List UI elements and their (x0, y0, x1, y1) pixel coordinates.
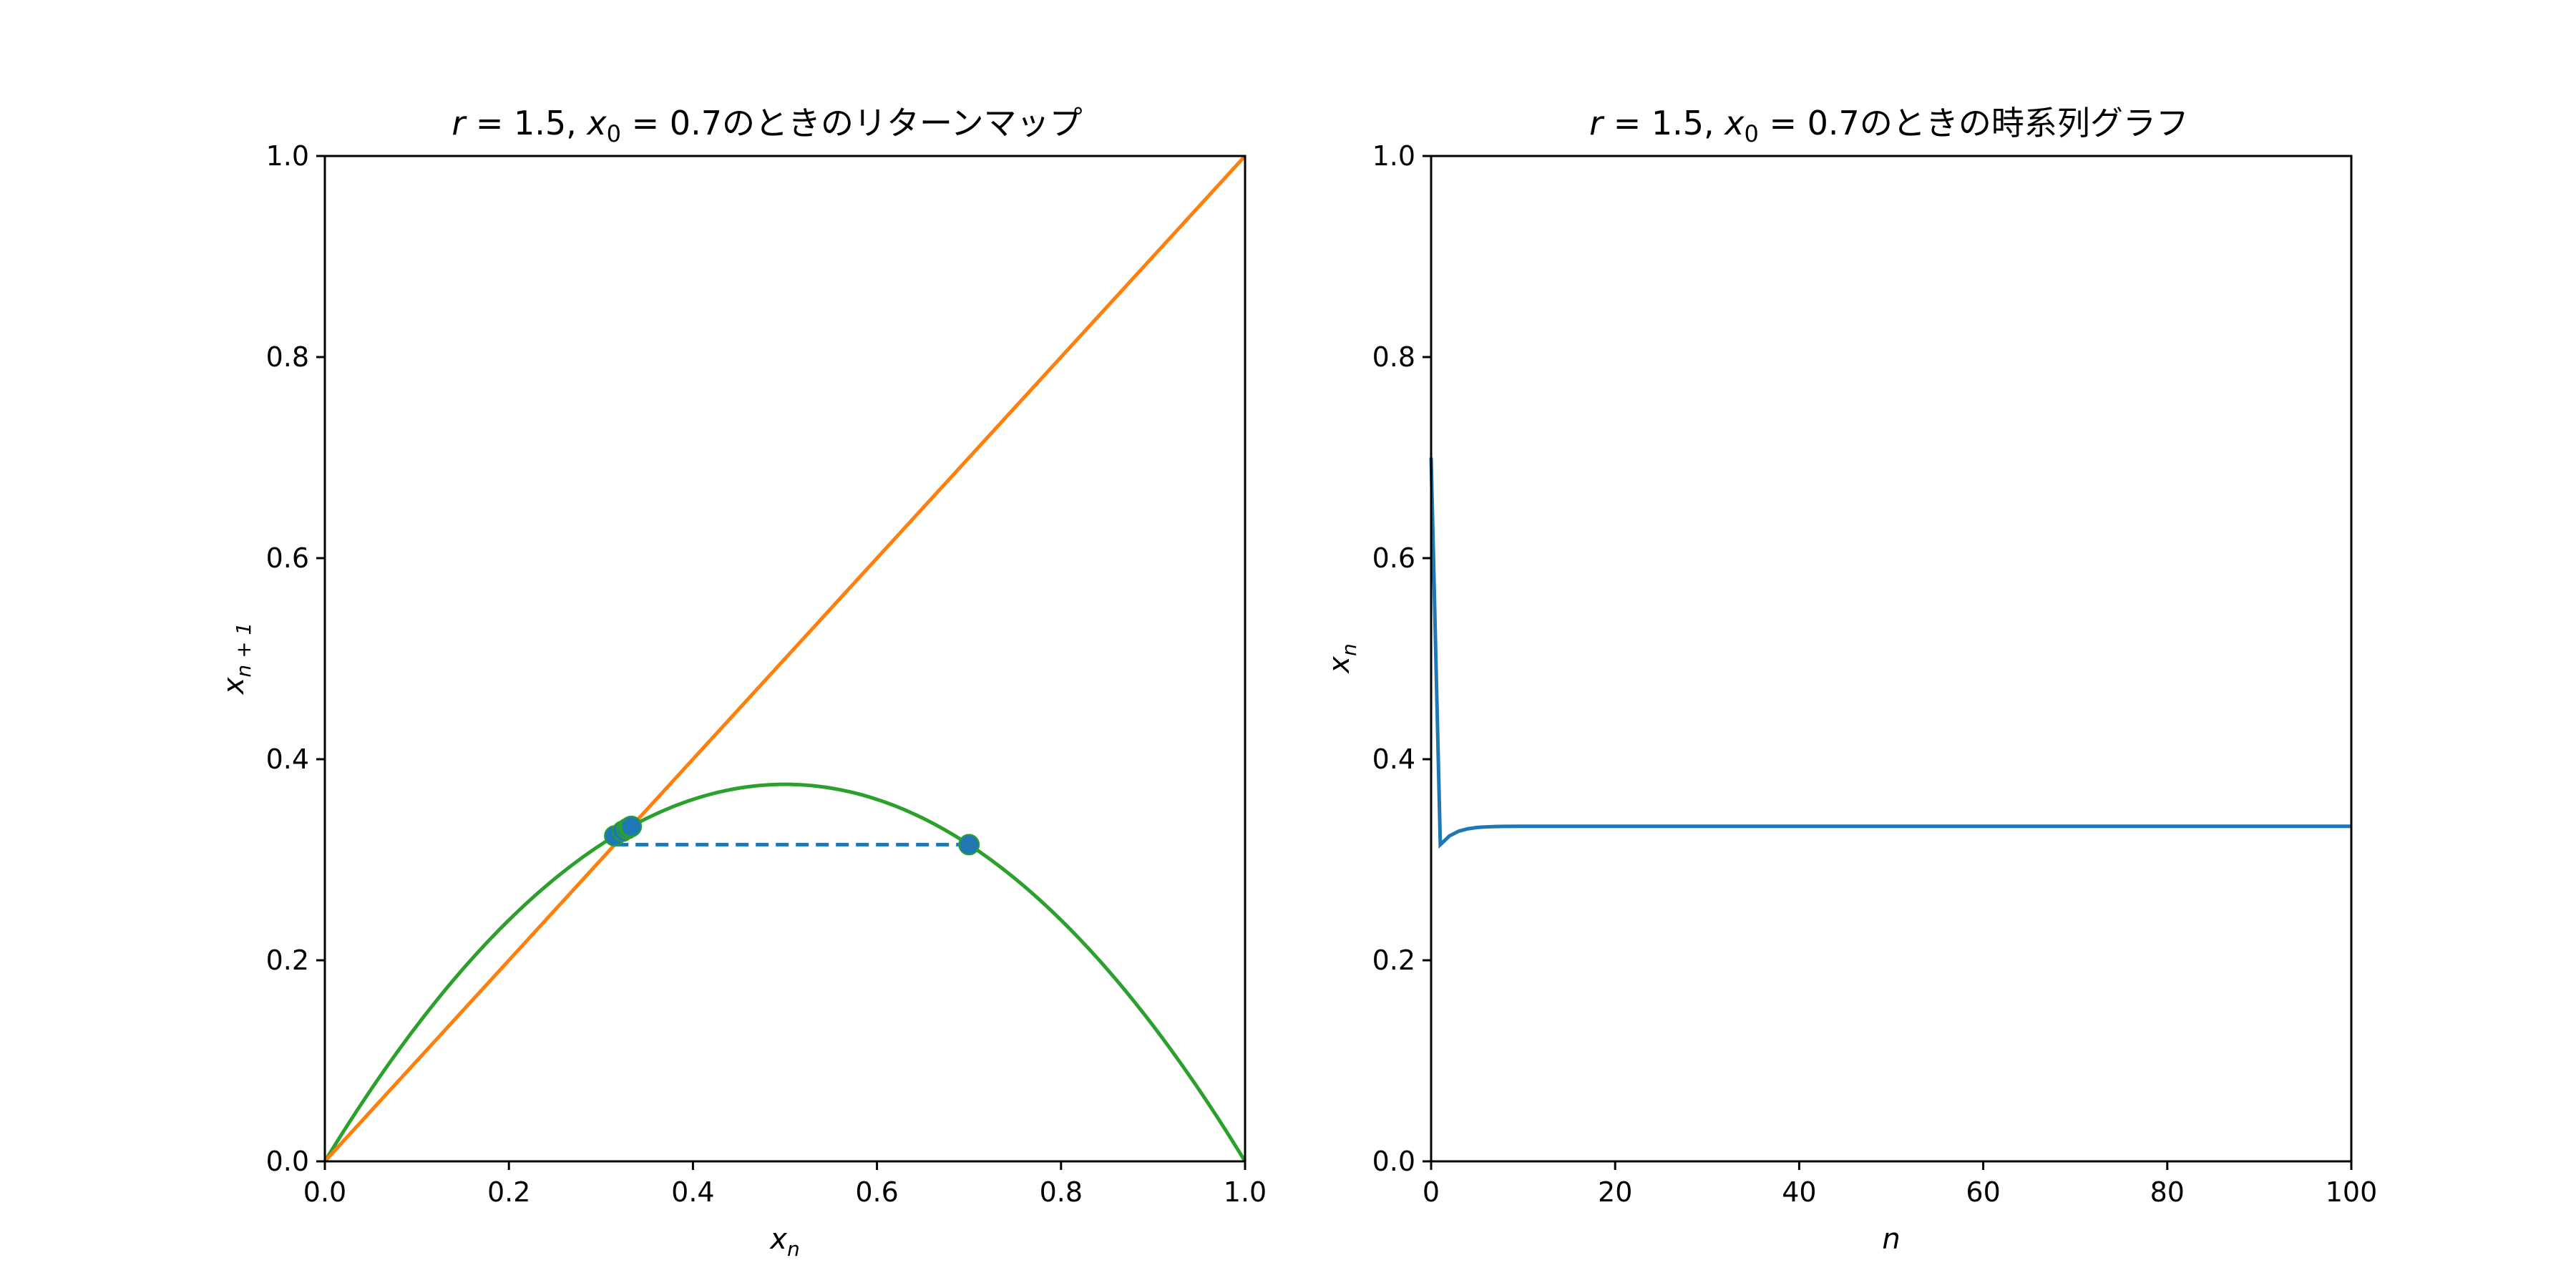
y-tick-label: 1.0 (266, 140, 309, 172)
time-series-frame (1430, 155, 2353, 1163)
identity-diagonal-line (323, 155, 1246, 1163)
return-map-ylabel: xn + 1 (218, 623, 255, 696)
time-series-ticks: 0 20 40 60 80 100 0.0 0.2 0.4 0.6 0.8 1.0 (1372, 140, 2378, 1208)
return-map-xlabel: xn (769, 1223, 799, 1261)
x-tick-label: 60 (1966, 1176, 2000, 1208)
cobweb-point (620, 815, 643, 837)
x-tick-label: 0 (1423, 1176, 1440, 1208)
return-map-plot-area (323, 155, 1247, 1163)
x-tick-label: 0.0 (303, 1176, 346, 1208)
y-tick-label: 0.2 (266, 945, 309, 976)
return-map-ticks: 0.0 0.2 0.4 0.6 0.8 1.0 0.0 0.2 0.4 0.6 0.8 1.0 (266, 140, 1267, 1208)
y-tick-label: 0.8 (1372, 341, 1415, 373)
y-tick-label: 0.6 (1372, 542, 1415, 574)
cobweb-point (958, 834, 980, 856)
x-tick-label: 40 (1782, 1176, 1816, 1208)
return-map-title: r = 1.5, x0 = 0.7のときのリターンマップ (452, 104, 1082, 147)
y-tick-label: 0.2 (1372, 945, 1415, 976)
x-tick-label: 100 (2326, 1176, 2378, 1208)
time-series-line (1429, 457, 2351, 849)
y-tick-label: 1.0 (1372, 140, 1415, 172)
x-tick-label: 0.4 (671, 1176, 714, 1208)
x-tick-label: 1.0 (1224, 1176, 1267, 1208)
y-tick-label: 0.0 (266, 1146, 309, 1177)
time-series-plot-area (1429, 457, 2351, 849)
y-tick-label: 0.0 (1372, 1146, 1415, 1177)
time-series-title: r = 1.5, x0 = 0.7のときの時系列グラフ (1589, 104, 2189, 147)
x-tick-label: 0.6 (855, 1176, 898, 1208)
y-tick-label: 0.8 (266, 341, 309, 373)
y-tick-label: 0.4 (1372, 743, 1415, 775)
y-tick-label: 0.4 (266, 743, 309, 775)
time-series-ylabel: xn (1323, 643, 1361, 674)
x-tick-label: 20 (1598, 1176, 1632, 1208)
y-tick-label: 0.6 (266, 542, 309, 574)
return-map-frame (323, 155, 1246, 1163)
logistic-curve-line (323, 782, 1247, 1163)
x-tick-label: 0.8 (1040, 1176, 1083, 1208)
x-tick-label: 80 (2150, 1176, 2185, 1208)
time-series-xlabel: n (1882, 1223, 1900, 1256)
x-tick-label: 0.2 (487, 1176, 530, 1208)
time-series-chart: r = 1.5, x0 = 0.7のときの時系列グラフ 0 20 40 60 80 100… (1323, 104, 2377, 1256)
return-map-chart: r = 1.5, x0 = 0.7のときのリターンマップ 0.0 0.2 0.4 0.… (218, 104, 1267, 1261)
